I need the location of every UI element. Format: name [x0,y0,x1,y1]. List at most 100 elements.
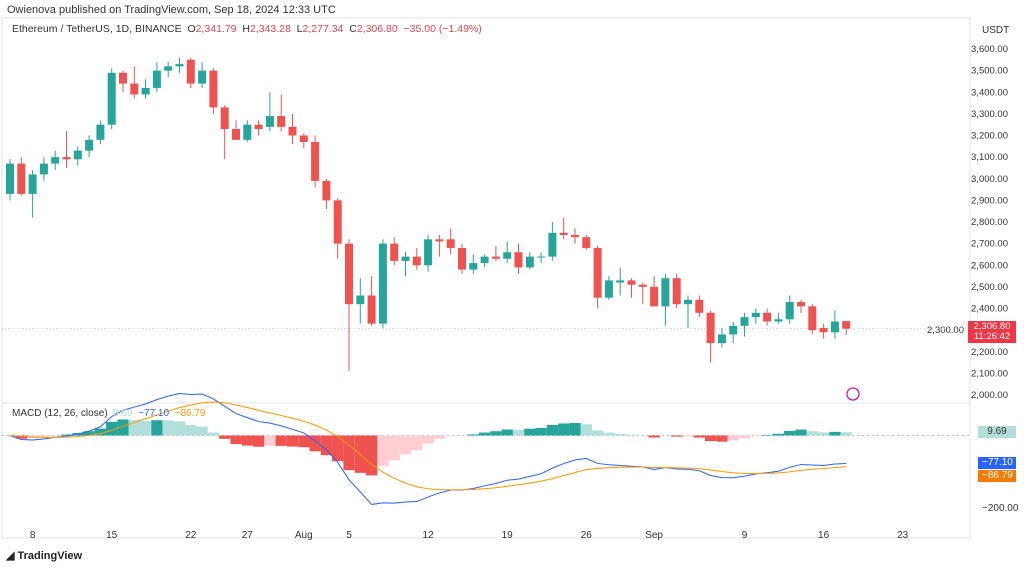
macd-histogram-bar [693,435,705,438]
y-tick-label: 2,400.00 [971,304,1008,315]
macd-line [9,392,847,505]
high-label: H [242,23,250,35]
macd-histogram-bar [94,428,107,436]
candle-body [6,163,14,194]
candle-body [819,327,828,333]
symbol-name: Ethereum / TetherUS, 1D, BINANCE [12,23,182,35]
macd-histogram-bar [230,435,242,445]
candle-body [62,157,71,160]
macd-histogram-bar [761,434,773,436]
candle-body [785,302,794,320]
macd-histogram-bar [332,435,344,462]
candle-body [446,239,455,248]
x-tick-label: 16 [818,530,830,541]
currency-label: USDT [982,25,1010,36]
candle-body [17,163,26,194]
candle-body [254,124,263,130]
candle-body [695,299,704,313]
y-tick-label: 3,100.00 [971,152,1008,163]
macd-histogram-bar [388,435,400,461]
macd-histogram-bar [60,434,73,436]
x-tick-label: 15 [106,530,118,541]
candle-body [424,239,433,266]
candle-body [243,124,252,140]
macd-histogram-bar [185,424,197,436]
macd-hist-value: 9.69 [113,408,133,419]
y-tick-label: 2,800.00 [971,217,1008,228]
macd-histogram-bar [648,435,660,438]
macd-histogram-bar [490,431,502,436]
signal-tag: −86.79 [978,470,1016,482]
candle-body [751,312,760,318]
macd-histogram-bar [580,424,592,436]
y-tick-label: 2,500.00 [971,282,1008,293]
macd-histogram-bar [501,429,513,436]
macd-histogram-bar [569,423,581,436]
y-tick-label: 3,400.00 [971,87,1008,98]
y-tick-label: 2,100.00 [971,368,1008,379]
macd-signal-value: −86.79 [174,408,206,419]
macd-tag: −77.10 [978,457,1016,469]
macd-histogram-bar [479,432,491,436]
candle-body [311,141,320,181]
candle-body [842,321,851,329]
macd-histogram-bar [512,429,525,436]
macd-histogram-bar [207,432,220,436]
candle-body [107,72,116,125]
candle-body [650,286,659,307]
footer-text: TradingView [17,550,83,562]
plot-frame [1,17,971,539]
y-tick-label: 2,300.00 [927,325,964,336]
macd-histogram-bar [219,435,231,439]
x-tick-label: 26 [581,530,593,541]
candle-body [220,107,229,130]
candle-body [469,263,478,270]
candle-body [186,59,195,84]
candle-body [717,334,726,344]
candle-body [28,174,37,194]
macd-histogram-bar [682,435,694,437]
macd-histogram-bar [298,435,310,448]
close-value: 2,306.80 [356,23,398,35]
candle-body [39,163,48,175]
macd-histogram-bar [196,426,208,436]
macd-histogram-bar [422,435,434,444]
macd-histogram-bar [772,433,785,436]
macd-histogram-bar [140,420,152,436]
x-tick-label: 22 [185,530,197,541]
macd-histogram-bar [671,435,683,437]
candle-body [265,116,274,127]
candle-body [277,116,286,127]
candle-body [729,325,738,335]
candle-body [661,278,670,307]
change-value: −35.00 (−1.49%) [403,23,482,35]
low-value: 2,277.34 [302,23,344,35]
tradingview-logo: ◢ TradingView [6,550,83,562]
x-tick-label: 12 [423,530,435,541]
candle-body [503,252,512,259]
macd-histogram-bar [15,435,27,439]
candle-body [740,317,749,326]
publisher-line: Owienova published on TradingView.com, S… [7,4,336,16]
x-tick-label: Aug [295,530,313,541]
candle-body [537,256,546,258]
macd-histogram-bar [253,435,265,447]
y-tick-label: 2,900.00 [971,195,1008,206]
countdown: 11:26:42 [973,331,1011,342]
candle-body [593,247,602,298]
y-tick-label: 2,200.00 [971,347,1008,358]
candle-body [774,319,783,322]
open-value: 2,341.79 [195,23,237,35]
candle-body [797,302,805,307]
y-tick-label: 3,200.00 [971,131,1008,142]
macd-histogram-bar [399,435,412,455]
x-tick-label: 27 [242,530,254,541]
candle-body [390,243,399,261]
candle-body [119,72,127,84]
candle-body [232,129,240,140]
candle-body [164,66,173,71]
macd-histogram-bar [286,435,299,447]
candle-body [491,256,500,259]
y-tick-label: 2,700.00 [971,239,1008,250]
